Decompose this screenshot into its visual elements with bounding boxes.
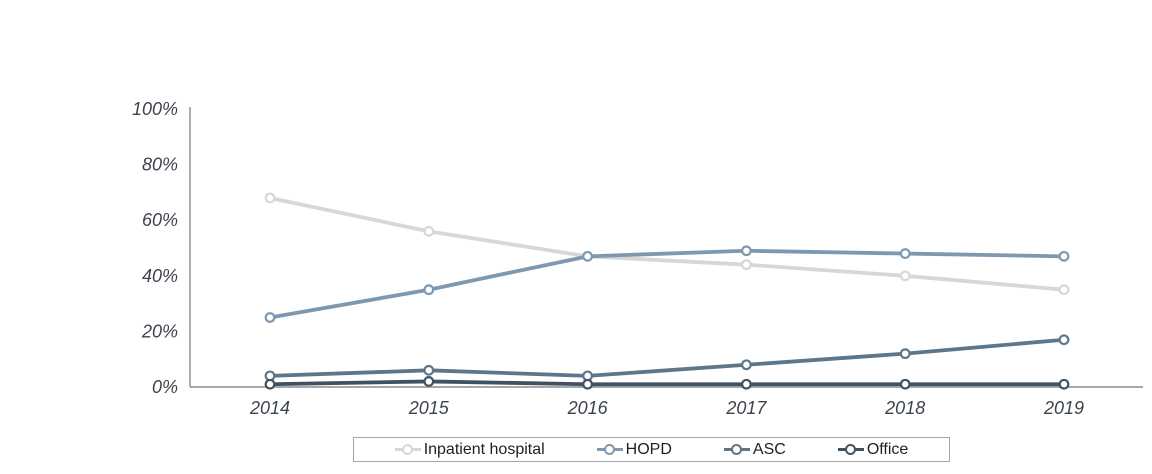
- legend-marker-icon: [394, 444, 421, 455]
- svg-text:2016: 2016: [567, 398, 609, 418]
- svg-text:2015: 2015: [408, 398, 450, 418]
- legend-marker-icon: [837, 444, 864, 455]
- legend-label: HOPD: [625, 440, 672, 458]
- legend-marker-icon: [596, 444, 623, 455]
- legend-item-hopd: HOPD: [596, 440, 672, 458]
- svg-text:40%: 40%: [142, 266, 178, 286]
- svg-text:20%: 20%: [141, 321, 178, 341]
- legend-marker-icon: [723, 444, 750, 455]
- legend-label: Inpatient hospital: [423, 440, 545, 458]
- legend-item-office: Office: [837, 440, 909, 458]
- svg-text:60%: 60%: [142, 210, 178, 230]
- legend-label: ASC: [752, 440, 786, 458]
- svg-text:2014: 2014: [249, 398, 290, 418]
- svg-text:2017: 2017: [725, 398, 767, 418]
- legend-label: Office: [866, 440, 909, 458]
- svg-text:100%: 100%: [132, 99, 178, 119]
- svg-text:2019: 2019: [1043, 398, 1084, 418]
- legend-item-asc: ASC: [723, 440, 786, 458]
- svg-text:80%: 80%: [142, 155, 178, 175]
- svg-text:2018: 2018: [884, 398, 925, 418]
- chart-legend: Inpatient hospital HOPD ASC Office: [353, 437, 950, 462]
- legend-item-inpatient-hospital: Inpatient hospital: [394, 440, 545, 458]
- svg-text:0%: 0%: [152, 377, 178, 397]
